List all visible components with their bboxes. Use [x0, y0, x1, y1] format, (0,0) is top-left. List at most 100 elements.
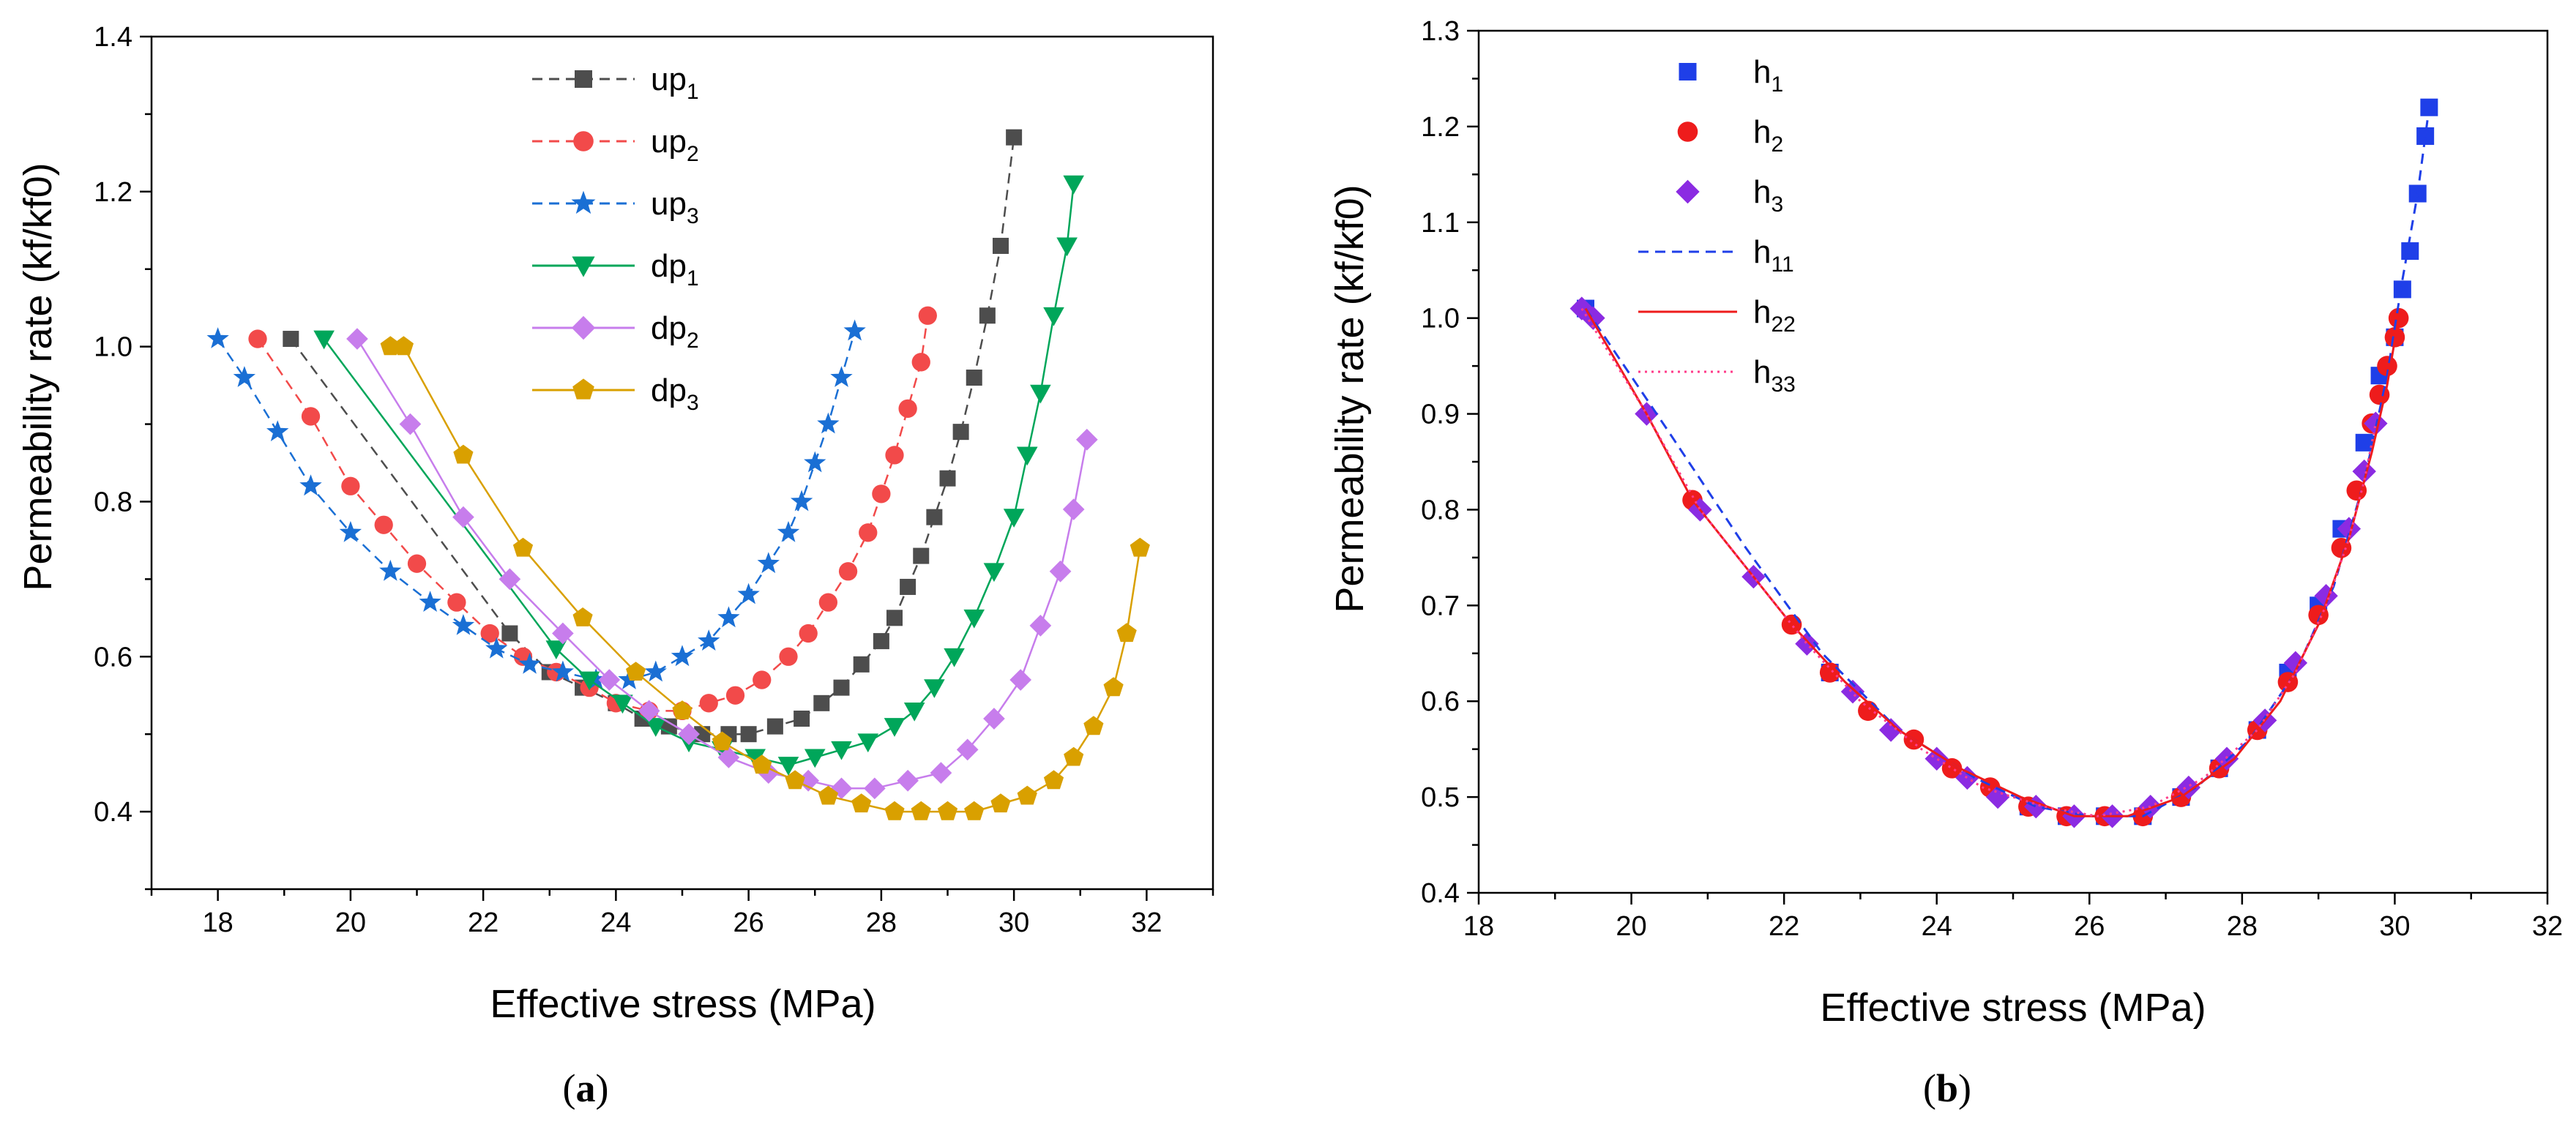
y-tick-label: 0.8 — [94, 487, 132, 517]
legend-label-name: h — [1753, 54, 1771, 90]
legend-label: up3 — [651, 186, 699, 228]
circle-marker — [799, 624, 818, 643]
triangle-marker — [857, 733, 879, 753]
legend-label-subscript: 11 — [1771, 252, 1793, 277]
legend-entry: dp2 — [532, 310, 699, 353]
pentagon-marker — [752, 755, 772, 774]
square-marker — [873, 633, 889, 650]
pentagon-marker — [512, 537, 534, 557]
diamond-marker — [678, 723, 700, 746]
star-marker — [843, 319, 866, 341]
x-tick-label: 26 — [2074, 911, 2105, 942]
x-tick-label: 20 — [335, 907, 366, 938]
pentagon-marker — [453, 444, 474, 464]
legend-label-subscript: 1 — [1771, 72, 1783, 97]
diamond-marker — [1029, 615, 1052, 637]
series-h22 — [1584, 307, 2400, 817]
pentagon-marker — [712, 731, 732, 751]
legend-label: dp1 — [651, 248, 699, 291]
pentagon-marker — [884, 801, 905, 820]
square-marker — [993, 237, 1009, 254]
x-tick-label: 26 — [733, 907, 764, 938]
star-marker — [791, 490, 813, 512]
x-axis-label: Effective stress (MPa) — [1820, 986, 2206, 1030]
triangle-marker — [313, 330, 335, 350]
y-tick-label: 1.3 — [1421, 16, 1460, 47]
x-tick-label: 28 — [866, 907, 897, 938]
y-tick-label: 0.6 — [94, 642, 132, 673]
circle-marker — [480, 624, 499, 643]
y-tick-label: 0.5 — [1421, 782, 1460, 813]
square-marker — [939, 470, 956, 487]
diamond-marker — [956, 738, 979, 761]
star-marker — [737, 583, 760, 604]
series-dp2 — [346, 328, 1098, 800]
legend-label-name: h — [1753, 354, 1771, 390]
legend-label-name: up — [651, 61, 687, 97]
y-tick-label: 1.0 — [1421, 304, 1460, 334]
x-tick-label: 20 — [1616, 911, 1646, 942]
diamond-marker — [499, 568, 521, 591]
series-h11 — [1584, 107, 2430, 817]
legend-label: up1 — [651, 61, 699, 104]
triangle-marker — [1056, 237, 1078, 257]
legend-entry: h3 — [1676, 174, 1783, 217]
circle-marker — [859, 523, 878, 542]
triangle-marker — [545, 640, 567, 659]
legend-entry: h33 — [1638, 354, 1796, 397]
legend-label-name: dp — [651, 310, 687, 346]
square-marker — [886, 610, 903, 626]
circle-marker — [341, 476, 360, 495]
diamond-marker — [1840, 679, 1865, 704]
star-marker — [585, 668, 608, 689]
triangle-marker — [884, 718, 906, 737]
square-marker — [952, 424, 969, 441]
legend-label-name: up — [651, 124, 687, 160]
triangle-marker — [645, 718, 667, 737]
pentagon-marker — [1116, 623, 1137, 643]
x-tick-label: 24 — [600, 907, 631, 938]
square-marker — [913, 547, 930, 564]
square-marker — [2401, 242, 2419, 261]
pentagon-marker — [1064, 746, 1084, 766]
y-tick-label: 1.2 — [94, 177, 132, 208]
diamond-marker — [863, 777, 886, 800]
circle-marker — [2388, 307, 2409, 329]
series-dp1 — [313, 175, 1084, 776]
legend-entry: h11 — [1638, 234, 1794, 277]
x-tick-label: 18 — [202, 907, 233, 938]
legend-label-subscript: 3 — [687, 204, 699, 228]
x-tick-label: 32 — [1131, 907, 1162, 938]
circle-marker — [248, 329, 267, 348]
square-marker — [833, 679, 850, 696]
square-marker — [926, 509, 943, 525]
square-marker — [853, 656, 870, 673]
square-marker — [966, 370, 982, 386]
legend-label: h33 — [1753, 354, 1796, 397]
series-line — [1580, 307, 2377, 817]
pentagon-marker — [911, 801, 931, 820]
star-marker — [419, 591, 441, 612]
legend-label-subscript: 1 — [687, 80, 699, 104]
triangle-marker — [1016, 446, 1038, 466]
legend-label: dp3 — [651, 372, 699, 415]
legend-label: dp2 — [651, 310, 699, 353]
circle-marker — [573, 131, 594, 151]
x-tick-label: 22 — [468, 907, 499, 938]
circle-marker — [911, 353, 930, 372]
square-marker — [2393, 280, 2411, 299]
panel-caption-a: (a) — [563, 1066, 609, 1110]
diamond-marker — [2176, 775, 2201, 800]
series-line — [356, 338, 1089, 790]
legend-label-subscript: 2 — [1771, 132, 1783, 157]
x-tick-label: 30 — [998, 907, 1029, 938]
star-marker — [830, 366, 853, 387]
pentagon-marker — [380, 336, 400, 356]
panel-caption-b: (b) — [1923, 1066, 1971, 1110]
pentagon-marker — [1130, 537, 1150, 557]
diamond-marker — [1062, 498, 1085, 520]
circle-marker — [1819, 662, 1840, 683]
square-marker — [979, 307, 996, 324]
legend-entry: h2 — [1677, 114, 1783, 157]
panel-caption-letter: a — [576, 1066, 596, 1110]
